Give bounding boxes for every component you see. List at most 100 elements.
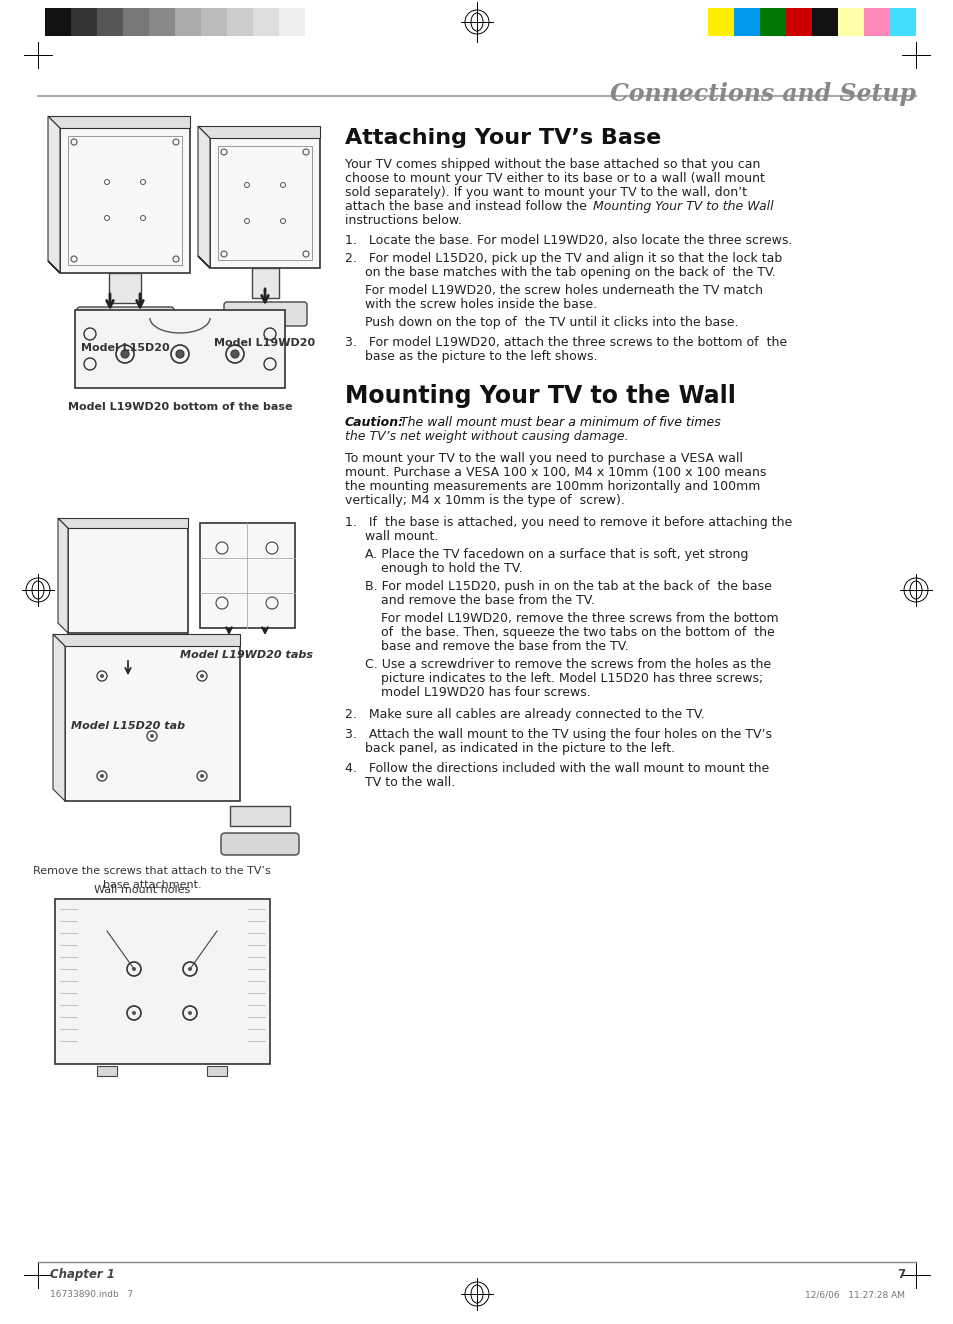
Text: Model L15D20: Model L15D20	[81, 343, 169, 354]
Text: Mounting Your TV to the Wall: Mounting Your TV to the Wall	[593, 200, 773, 213]
Bar	[785, 8, 811, 36]
Text: 2.   Make sure all cables are already connected to the TV.: 2. Make sure all cables are already conn…	[345, 708, 704, 722]
Text: For model L19WD20, the screw holes underneath the TV match: For model L19WD20, the screw holes under…	[345, 285, 762, 297]
Bar	[252, 267, 278, 298]
Text: the TV’s net weight without causing damage.: the TV’s net weight without causing dama…	[345, 430, 628, 444]
Bar	[889, 8, 915, 36]
Polygon shape	[58, 518, 188, 528]
Text: base attachment.: base attachment.	[103, 880, 201, 890]
Text: Model L15D20 tab: Model L15D20 tab	[71, 722, 185, 731]
Bar	[60, 128, 190, 273]
Text: of  the base. Then, squeeze the two tabs on the bottom of  the: of the base. Then, squeeze the two tabs …	[345, 626, 774, 639]
Circle shape	[200, 775, 204, 779]
Polygon shape	[48, 117, 60, 273]
Text: For model L19WD20, remove the three screws from the bottom: For model L19WD20, remove the three scre…	[345, 612, 778, 625]
Bar	[71, 8, 97, 36]
Bar	[210, 138, 319, 267]
Text: 4.   Follow the directions included with the wall mount to mount the: 4. Follow the directions included with t…	[345, 763, 768, 775]
Text: 7: 7	[896, 1268, 904, 1282]
Bar	[83, 637, 172, 651]
Text: Connections and Setup: Connections and Setup	[609, 82, 915, 106]
Circle shape	[132, 1012, 136, 1016]
Bar	[733, 8, 760, 36]
Text: 3.   Attach the wall mount to the TV using the four holes on the TV’s: 3. Attach the wall mount to the TV using…	[345, 728, 771, 741]
Text: To mount your TV to the wall you need to purchase a VESA wall: To mount your TV to the wall you need to…	[345, 451, 742, 465]
Bar	[863, 8, 889, 36]
Text: Caution:: Caution:	[345, 416, 404, 429]
Text: Wall mount holes: Wall mount holes	[93, 884, 190, 895]
Text: back panel, as indicated in the picture to the left.: back panel, as indicated in the picture …	[345, 741, 675, 755]
Text: 12/6/06   11:27:28 AM: 12/6/06 11:27:28 AM	[804, 1290, 904, 1299]
Polygon shape	[198, 126, 210, 267]
Polygon shape	[53, 634, 65, 801]
Text: enough to hold the TV.: enough to hold the TV.	[345, 561, 522, 575]
Text: A. Place the TV facedown on a surface that is soft, yet strong: A. Place the TV facedown on a surface th…	[345, 548, 747, 561]
Text: base and remove the base from the TV.: base and remove the base from the TV.	[345, 639, 628, 653]
Bar	[68, 136, 182, 265]
Bar	[65, 646, 240, 801]
Text: vertically; M4 x 10mm is the type of  screw).: vertically; M4 x 10mm is the type of scr…	[345, 494, 624, 507]
Text: Your TV comes shipped without the base attached so that you can: Your TV comes shipped without the base a…	[345, 158, 760, 171]
Bar	[201, 8, 227, 36]
Text: base as the picture to the left shows.: base as the picture to the left shows.	[345, 350, 597, 363]
Text: choose to mount your TV either to its base or to a wall (wall mount: choose to mount your TV either to its ba…	[345, 172, 764, 185]
Text: and remove the base from the TV.: and remove the base from the TV.	[345, 594, 594, 606]
Text: with the screw holes inside the base.: with the screw holes inside the base.	[345, 298, 597, 311]
Bar	[97, 1066, 117, 1076]
Text: 1.   Locate the base. For model L19WD20, also locate the three screws.: 1. Locate the base. For model L19WD20, a…	[345, 234, 792, 248]
Bar	[120, 673, 136, 683]
FancyBboxPatch shape	[82, 683, 174, 704]
Bar	[227, 8, 253, 36]
FancyBboxPatch shape	[221, 833, 298, 855]
Text: wall mount.: wall mount.	[345, 530, 438, 543]
Text: instructions below.: instructions below.	[345, 214, 461, 226]
Circle shape	[231, 350, 239, 357]
Bar	[149, 8, 174, 36]
Polygon shape	[53, 634, 240, 646]
Text: Mounting Your TV to the Wall: Mounting Your TV to the Wall	[345, 384, 735, 408]
Bar	[278, 8, 305, 36]
Text: The wall mount must bear a minimum of five times: The wall mount must bear a minimum of fi…	[395, 416, 720, 429]
Polygon shape	[198, 126, 319, 138]
Bar	[207, 1066, 227, 1076]
FancyBboxPatch shape	[224, 302, 307, 326]
Text: mount. Purchase a VESA 100 x 100, M4 x 10mm (100 x 100 means: mount. Purchase a VESA 100 x 100, M4 x 1…	[345, 466, 765, 479]
FancyBboxPatch shape	[77, 307, 173, 331]
Bar	[837, 8, 863, 36]
Circle shape	[188, 967, 192, 970]
Bar	[230, 806, 290, 826]
Text: sold separately). If you want to mount your TV to the wall, don’t: sold separately). If you want to mount y…	[345, 185, 746, 199]
Bar	[45, 8, 71, 36]
Bar	[253, 8, 278, 36]
Text: picture indicates to the left. Model L15D20 has three screws;: picture indicates to the left. Model L15…	[345, 673, 762, 685]
Bar	[707, 8, 733, 36]
Bar	[97, 8, 123, 36]
Bar	[811, 8, 837, 36]
Text: 16733890.indb   7: 16733890.indb 7	[50, 1290, 133, 1299]
Text: Model L19WD20 tabs: Model L19WD20 tabs	[180, 650, 314, 659]
Polygon shape	[48, 117, 190, 128]
Polygon shape	[58, 518, 68, 633]
Text: Remove the screws that attach to the TV’s: Remove the screws that attach to the TV’…	[33, 866, 271, 876]
Circle shape	[121, 350, 129, 357]
Circle shape	[132, 967, 136, 970]
Text: B. For model L15D20, push in on the tab at the back of  the base: B. For model L15D20, push in on the tab …	[345, 580, 771, 593]
Text: 1.   If  the base is attached, you need to remove it before attaching the: 1. If the base is attached, you need to …	[345, 516, 791, 530]
Bar	[108, 643, 148, 665]
Bar	[55, 899, 270, 1064]
Bar	[109, 273, 141, 303]
Text: Push down on the top of  the TV until it clicks into the base.: Push down on the top of the TV until it …	[345, 316, 738, 328]
Bar	[218, 146, 312, 260]
Text: 3.   For model L19WD20, attach the three screws to the bottom of  the: 3. For model L19WD20, attach the three s…	[345, 336, 786, 350]
Text: TV to the wall.: TV to the wall.	[345, 776, 455, 789]
Bar	[123, 8, 149, 36]
Circle shape	[175, 350, 184, 357]
Bar	[200, 523, 294, 628]
Circle shape	[100, 674, 104, 678]
Circle shape	[188, 1012, 192, 1016]
Text: Model L19WD20: Model L19WD20	[214, 338, 315, 348]
Circle shape	[100, 775, 104, 779]
Bar	[174, 8, 201, 36]
Text: model L19WD20 has four screws.: model L19WD20 has four screws.	[345, 686, 590, 699]
Text: Model L19WD20 bottom of the base: Model L19WD20 bottom of the base	[68, 402, 292, 412]
